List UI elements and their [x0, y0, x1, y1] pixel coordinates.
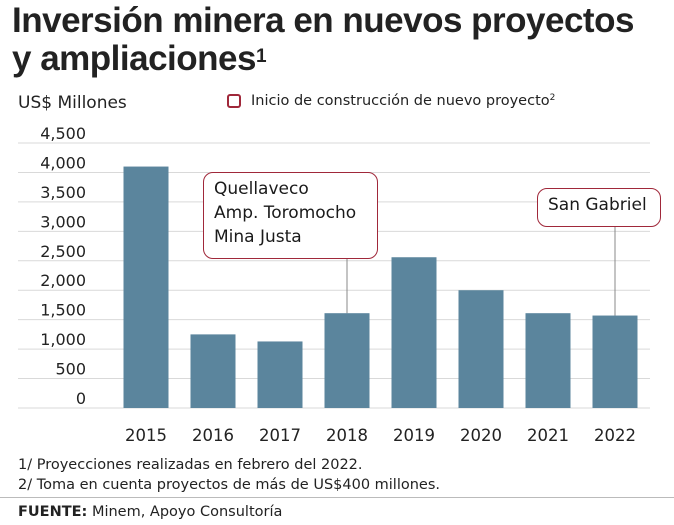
annotation-connectors [346, 227, 616, 316]
y-tick-label: 4,000 [40, 153, 86, 172]
annotation-callout: San Gabriel [537, 188, 661, 227]
divider [0, 497, 674, 498]
chart-title: Inversión minera en nuevos proyectos y a… [12, 2, 634, 78]
y-tick-label: 1,500 [40, 301, 86, 320]
y-tick-label: 3,000 [40, 212, 86, 231]
bar [324, 313, 370, 408]
x-tick-label: 2016 [192, 426, 234, 445]
bar-chart: 0 500 1,000 1,500 2,000 2,500 3,000 3,500 4,000 4… [18, 124, 650, 445]
title-footnote-mark: 1 [255, 46, 267, 67]
x-tick-label: 2018 [326, 426, 368, 445]
y-tick-label: 1,000 [40, 330, 86, 349]
x-tick-label: 2019 [393, 426, 435, 445]
annotation-line: Mina Justa [214, 227, 302, 247]
bar [592, 315, 638, 408]
y-tick-labels: 0 500 1,000 1,500 2,000 2,500 3,000 3,500 4,000 4… [40, 124, 86, 408]
legend-swatch [227, 94, 241, 108]
x-tick-label: 2022 [594, 426, 636, 445]
footnote-1: 1/ Proyecciones realizadas en febrero de… [18, 457, 363, 473]
bar [123, 166, 169, 408]
footnote-2: 2/ Toma en cuenta proyectos de más de US… [18, 477, 441, 493]
y-axis-unit-label: US$ Millones [18, 93, 127, 113]
x-tick-label: 2021 [527, 426, 569, 445]
bar [525, 313, 571, 408]
y-tick-label: 0 [76, 389, 86, 408]
y-tick-label: 2,000 [40, 271, 86, 290]
title-line-1: Inversión minera en nuevos proyectos [12, 1, 634, 40]
legend-label: Inicio de construcción de nuevo proyecto… [251, 93, 556, 109]
title-line-2: y ampliaciones [12, 39, 256, 78]
y-tick-label: 3,500 [40, 183, 86, 202]
annotation-line: Quellaveco [214, 179, 309, 199]
x-tick-label: 2015 [125, 426, 167, 445]
source-text: Minem, Apoyo Consultoría [91, 504, 283, 520]
x-tick-labels: 2015 2016 2017 2018 2019 2020 2021 2022 [125, 426, 636, 445]
source-label: FUENTE: [18, 504, 88, 520]
x-tick-label: 2020 [460, 426, 502, 445]
source: FUENTE: Minem, Apoyo Consultoría [18, 504, 282, 520]
bar [391, 257, 437, 408]
bars [123, 166, 638, 408]
annotation-callout: Quellaveco Amp. Toromocho Mina Justa [203, 172, 378, 259]
y-tick-label: 500 [55, 360, 86, 379]
x-tick-label: 2017 [259, 426, 301, 445]
bar [458, 290, 504, 408]
y-tick-label: 2,500 [40, 242, 86, 261]
annotation-line: San Gabriel [548, 195, 647, 215]
legend: Inicio de construcción de nuevo proyecto… [227, 93, 555, 109]
bar [257, 341, 303, 408]
bar [190, 334, 236, 408]
annotation-line: Amp. Toromocho [214, 203, 357, 223]
y-tick-label: 4,500 [40, 124, 86, 143]
